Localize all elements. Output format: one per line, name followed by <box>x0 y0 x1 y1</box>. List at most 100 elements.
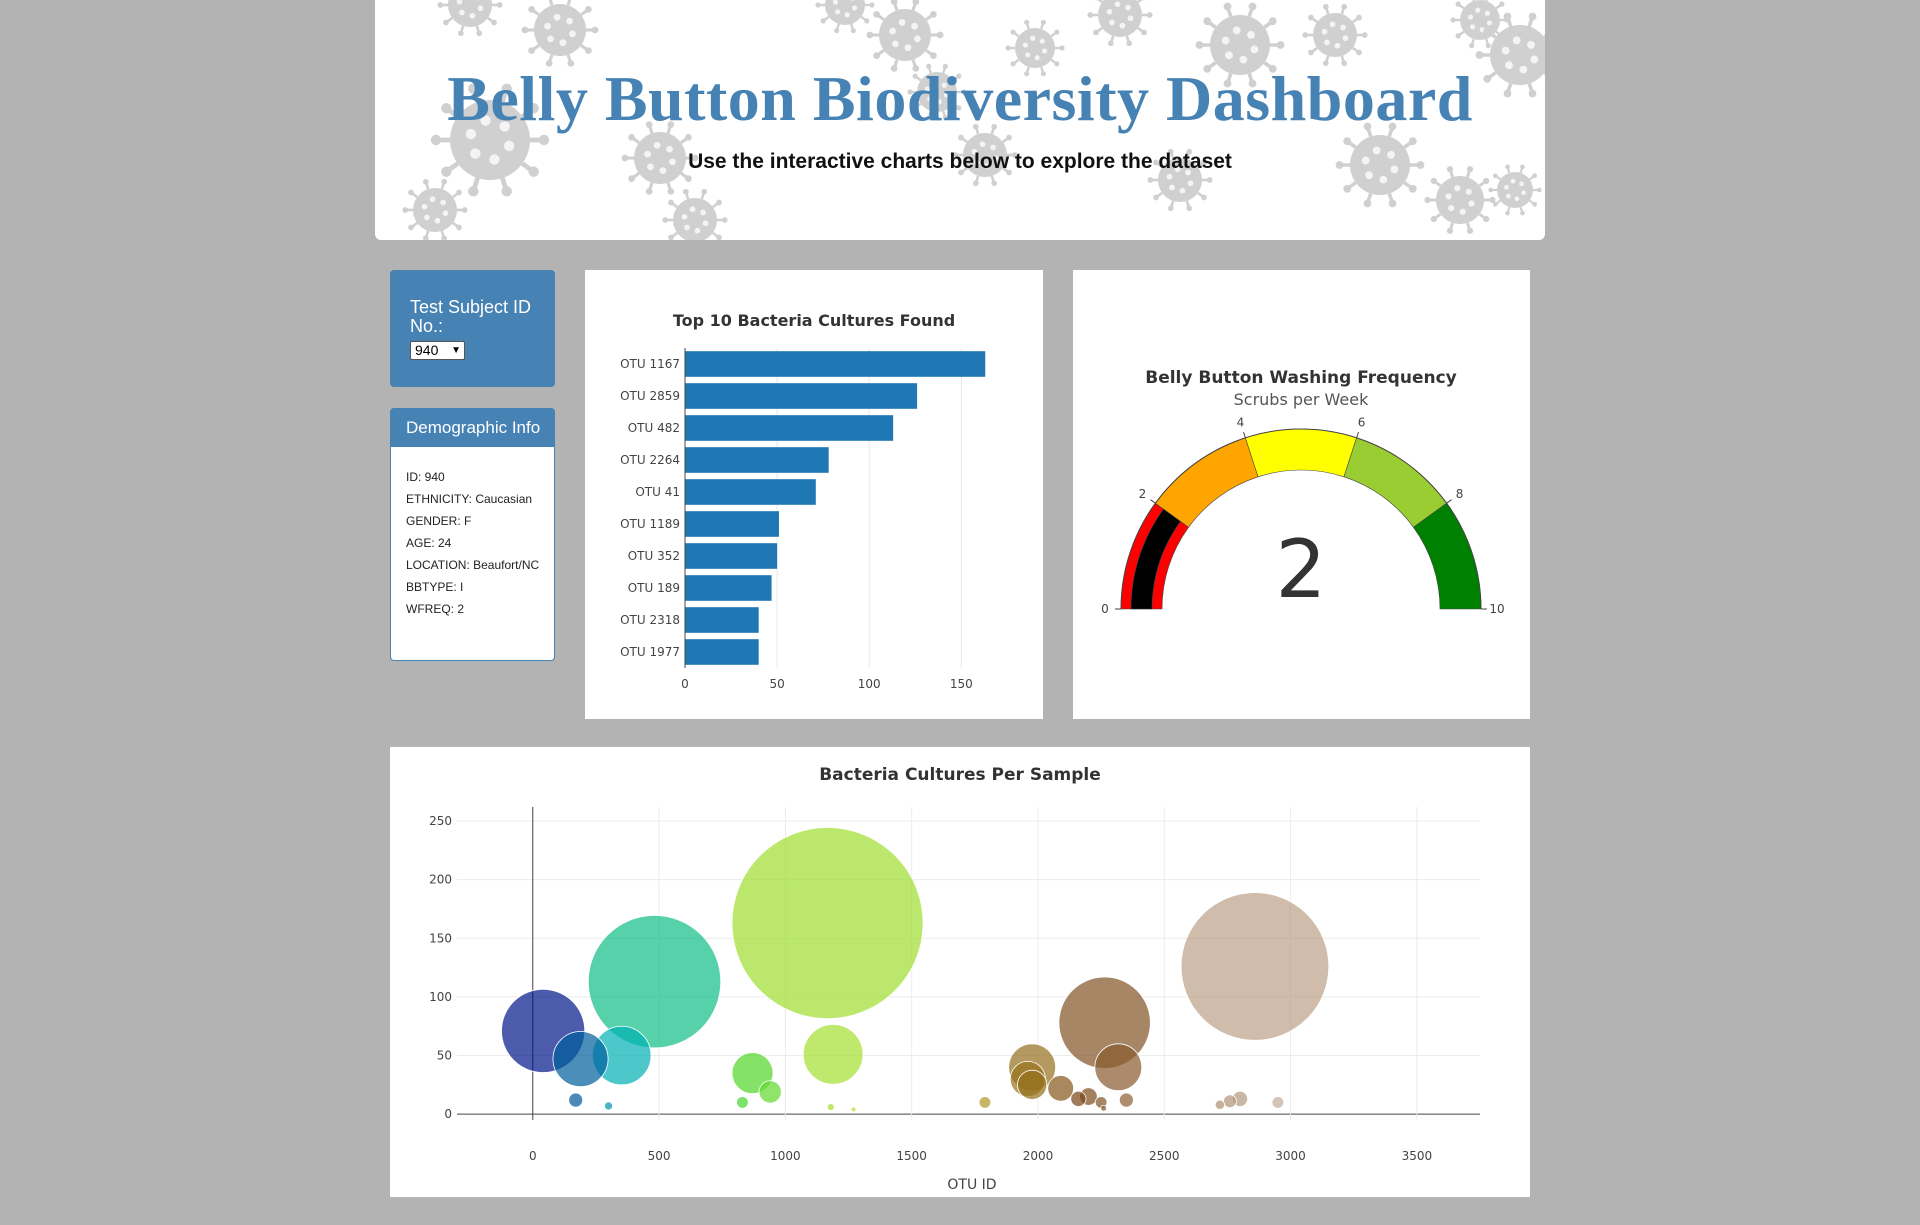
virus-icon <box>1302 3 1368 67</box>
subject-id-select[interactable]: 940 ▼ <box>410 341 465 360</box>
gauge-tick-label: 8 <box>1456 487 1464 501</box>
bar[interactable] <box>685 351 986 377</box>
virus-icon <box>1005 19 1065 77</box>
bubble-y-tick-label: 100 <box>429 990 452 1004</box>
bubble-x-tick-label: 1000 <box>770 1149 801 1163</box>
bar-chart-panel: Top 10 Bacteria Cultures Found 0 50 100 150 O… <box>585 270 1043 719</box>
bar-category-label: OTU 482 <box>628 421 680 435</box>
virus-icon <box>430 83 550 197</box>
bar[interactable] <box>685 479 816 505</box>
bar[interactable] <box>685 447 829 473</box>
demographic-item: LOCATION: Beaufort/NC <box>406 558 540 572</box>
top10-bar-chart[interactable]: Top 10 Bacteria Cultures Found 0 50 100 150 O… <box>585 270 1043 719</box>
bubble-point[interactable] <box>1100 1104 1107 1112</box>
bar-chart-title: Top 10 Bacteria Cultures Found <box>673 311 955 330</box>
bubble-point[interactable] <box>850 1106 857 1113</box>
bubble-y-tick-label: 200 <box>429 873 452 887</box>
demographic-item: WFREQ: 2 <box>406 602 465 616</box>
bubble-point[interactable] <box>587 915 722 1049</box>
virus-icon <box>1488 164 1542 216</box>
bar[interactable] <box>685 607 759 633</box>
virus-icon <box>1087 0 1153 47</box>
bar-category-label: OTU 2859 <box>620 389 680 403</box>
bar[interactable] <box>685 543 778 569</box>
bar[interactable] <box>685 639 759 665</box>
bubble-point[interactable] <box>1223 1094 1237 1109</box>
bacteria-bubble-chart[interactable]: Bacteria Cultures Per Sample 0 50 100 150 200… <box>390 747 1530 1197</box>
virus-icon <box>437 0 503 37</box>
bubble-x-axis-label: OTU ID <box>947 1177 996 1193</box>
bubble-point[interactable] <box>568 1092 584 1108</box>
bubble-point[interactable] <box>1271 1096 1285 1109</box>
chevron-down-icon: ▼ <box>451 345 461 356</box>
virus-background-pattern <box>402 0 1545 240</box>
bubble-point[interactable] <box>978 1096 992 1109</box>
gauge-tick <box>1356 431 1359 438</box>
demographic-item: GENDER: F <box>406 514 472 528</box>
bubble-point[interactable] <box>1017 1069 1048 1100</box>
virus-icon <box>815 0 875 34</box>
bubble-y-tick-label: 250 <box>429 814 452 828</box>
bar-x-tick-label: 0 <box>681 677 689 691</box>
bubble-point[interactable] <box>1214 1099 1225 1110</box>
bar[interactable] <box>685 383 918 409</box>
virus-icon <box>662 188 728 240</box>
bubble-y-tick-label: 50 <box>437 1049 452 1063</box>
bar[interactable] <box>685 575 772 601</box>
demographic-info-list: ID: 940 ETHNICITY: Caucasian GENDER: F AGE:… <box>406 471 541 625</box>
bar[interactable] <box>685 511 779 537</box>
bubble-x-tick-label: 500 <box>648 1149 671 1163</box>
header-banner: Belly Button Biodiversity Dashboard Use … <box>375 0 1545 240</box>
demographic-item: ETHNICITY: Caucasian <box>406 492 533 506</box>
bubble-point[interactable] <box>826 1103 835 1112</box>
virus-icon <box>1147 148 1213 212</box>
gauge-tick-label: 0 <box>1101 602 1109 616</box>
gauge-tick-label: 4 <box>1237 416 1245 430</box>
virus-icon <box>521 0 599 67</box>
bubble-x-tick-label: 2000 <box>1023 1149 1054 1163</box>
bar-category-label: OTU 352 <box>628 549 680 563</box>
gauge-tick <box>1243 431 1246 438</box>
demographic-item: AGE: 24 <box>406 536 452 550</box>
virus-icon <box>1335 122 1425 208</box>
bubble-x-tick-label: 2500 <box>1149 1149 1180 1163</box>
bar-category-label: OTU 1167 <box>620 357 680 371</box>
bubble-point[interactable] <box>736 1096 749 1109</box>
gauge-value-bar <box>1130 508 1181 610</box>
virus-icon <box>1424 166 1496 234</box>
washing-frequency-gauge[interactable]: Belly Button Washing Frequency Scrubs per… <box>1073 270 1530 719</box>
bubble-point[interactable] <box>604 1101 614 1111</box>
gauge-tick <box>1150 499 1156 504</box>
page-subtitle: Use the interactive charts below to expl… <box>688 150 1232 173</box>
bubble-x-tick-label: 3500 <box>1402 1149 1433 1163</box>
demographic-info-panel: Demographic Info ID: 940 ETHNICITY: Cauca… <box>390 408 555 661</box>
bar[interactable] <box>685 415 894 441</box>
page-title: Belly Button Biodiversity Dashboard <box>447 63 1473 134</box>
bubble-x-tick-label: 0 <box>529 1149 537 1163</box>
bubble-point[interactable] <box>758 1080 782 1104</box>
demographic-info-heading: Demographic Info <box>391 409 554 447</box>
virus-icon <box>621 121 699 195</box>
bubble-point[interactable] <box>1070 1090 1087 1107</box>
gauge-value-number: 2 <box>1276 523 1327 616</box>
bubble-point[interactable] <box>1118 1092 1134 1108</box>
subject-selector-panel: Test Subject ID No.: 940 ▼ <box>390 270 555 387</box>
bar-category-label: OTU 41 <box>635 485 680 499</box>
bar-category-label: OTU 189 <box>628 581 680 595</box>
bubble-point[interactable] <box>731 827 924 1019</box>
gauge-tick-label: 10 <box>1489 602 1504 616</box>
virus-icon <box>1195 2 1285 88</box>
virus-icon <box>907 63 967 121</box>
gauge-tick <box>1446 499 1452 504</box>
gauge-step <box>1343 437 1448 528</box>
bubble-point[interactable] <box>1094 1043 1143 1092</box>
bubble-point[interactable] <box>1180 892 1330 1041</box>
gauge-title: Belly Button Washing Frequency <box>1145 368 1457 388</box>
bubble-point[interactable] <box>552 1031 609 1087</box>
demographic-item: ID: 940 <box>406 470 445 484</box>
bubble-point[interactable] <box>802 1024 864 1085</box>
virus-icon <box>1475 12 1545 98</box>
demographic-item: BBTYPE: I <box>406 580 464 594</box>
bubble-y-tick-label: 150 <box>429 931 452 945</box>
bubble-point[interactable] <box>1047 1075 1074 1102</box>
